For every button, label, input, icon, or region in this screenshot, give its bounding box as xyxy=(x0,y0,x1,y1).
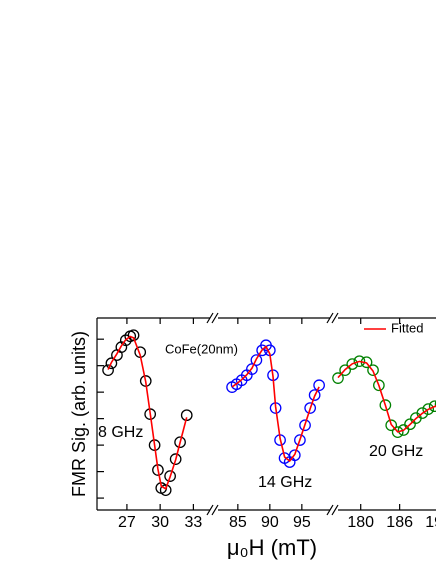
x-tick-label: 180 xyxy=(347,514,374,531)
data-point xyxy=(434,400,436,408)
axis-break xyxy=(211,312,219,324)
data-point xyxy=(313,379,325,392)
fit-line xyxy=(107,335,188,490)
data-point xyxy=(299,419,311,432)
data-point xyxy=(174,436,186,449)
annotation: CoFe(20nm) xyxy=(165,341,238,356)
x-tick-label: 95 xyxy=(293,514,311,531)
data-point xyxy=(391,426,404,438)
data-point xyxy=(180,409,193,422)
data-point xyxy=(102,364,114,377)
data-point xyxy=(246,363,258,375)
x-tick-label: 30 xyxy=(151,514,169,531)
data-point xyxy=(332,372,344,384)
data-point xyxy=(294,434,306,446)
data-point xyxy=(422,403,435,415)
x-tick-label: 85 xyxy=(229,514,247,531)
annotation: 8 GHz xyxy=(98,424,143,441)
data-point xyxy=(288,449,301,462)
plot-area: FMR Sig. (arb. units) 27 30 33 8 GHz CoFe(20n… xyxy=(69,312,436,560)
annotation: 20 GHz xyxy=(369,443,423,460)
x-tick-label: 90 xyxy=(261,514,279,531)
axis-break xyxy=(206,504,214,516)
axis-break xyxy=(206,312,214,324)
x-tick-label: 192 xyxy=(425,514,436,531)
axis-break xyxy=(326,504,334,516)
data-point xyxy=(367,364,379,377)
data-point xyxy=(159,484,172,496)
data-point xyxy=(304,402,317,414)
data-point xyxy=(250,354,263,366)
data-point xyxy=(404,418,416,431)
data-point xyxy=(308,389,321,401)
data-point xyxy=(379,399,392,411)
data-point xyxy=(353,355,366,368)
axis-break xyxy=(326,312,334,324)
x-tick-label: 186 xyxy=(386,514,413,531)
data-point xyxy=(373,379,385,392)
legend-label: Fitted xyxy=(391,320,424,335)
y-axis-label: FMR Sig. (arb. units) xyxy=(69,331,89,497)
fit-line xyxy=(231,345,320,463)
annotation: 14 GHz xyxy=(258,474,312,491)
x-tick-label: 27 xyxy=(118,514,136,531)
data-point xyxy=(346,358,359,370)
axis-break xyxy=(331,312,339,324)
data-point xyxy=(105,357,118,370)
axis-break xyxy=(211,504,219,516)
axis-break xyxy=(331,504,339,516)
data-point xyxy=(339,364,351,377)
x-axis-label: μ₀H (mT) xyxy=(227,535,317,560)
data-point xyxy=(428,400,436,413)
x-tick-label: 33 xyxy=(184,514,202,531)
data-point xyxy=(397,424,410,436)
data-point xyxy=(127,329,140,342)
data-point xyxy=(169,453,182,466)
fit-line xyxy=(337,360,436,433)
data-point xyxy=(416,407,429,419)
data-point xyxy=(164,470,176,482)
data-point xyxy=(385,419,398,432)
